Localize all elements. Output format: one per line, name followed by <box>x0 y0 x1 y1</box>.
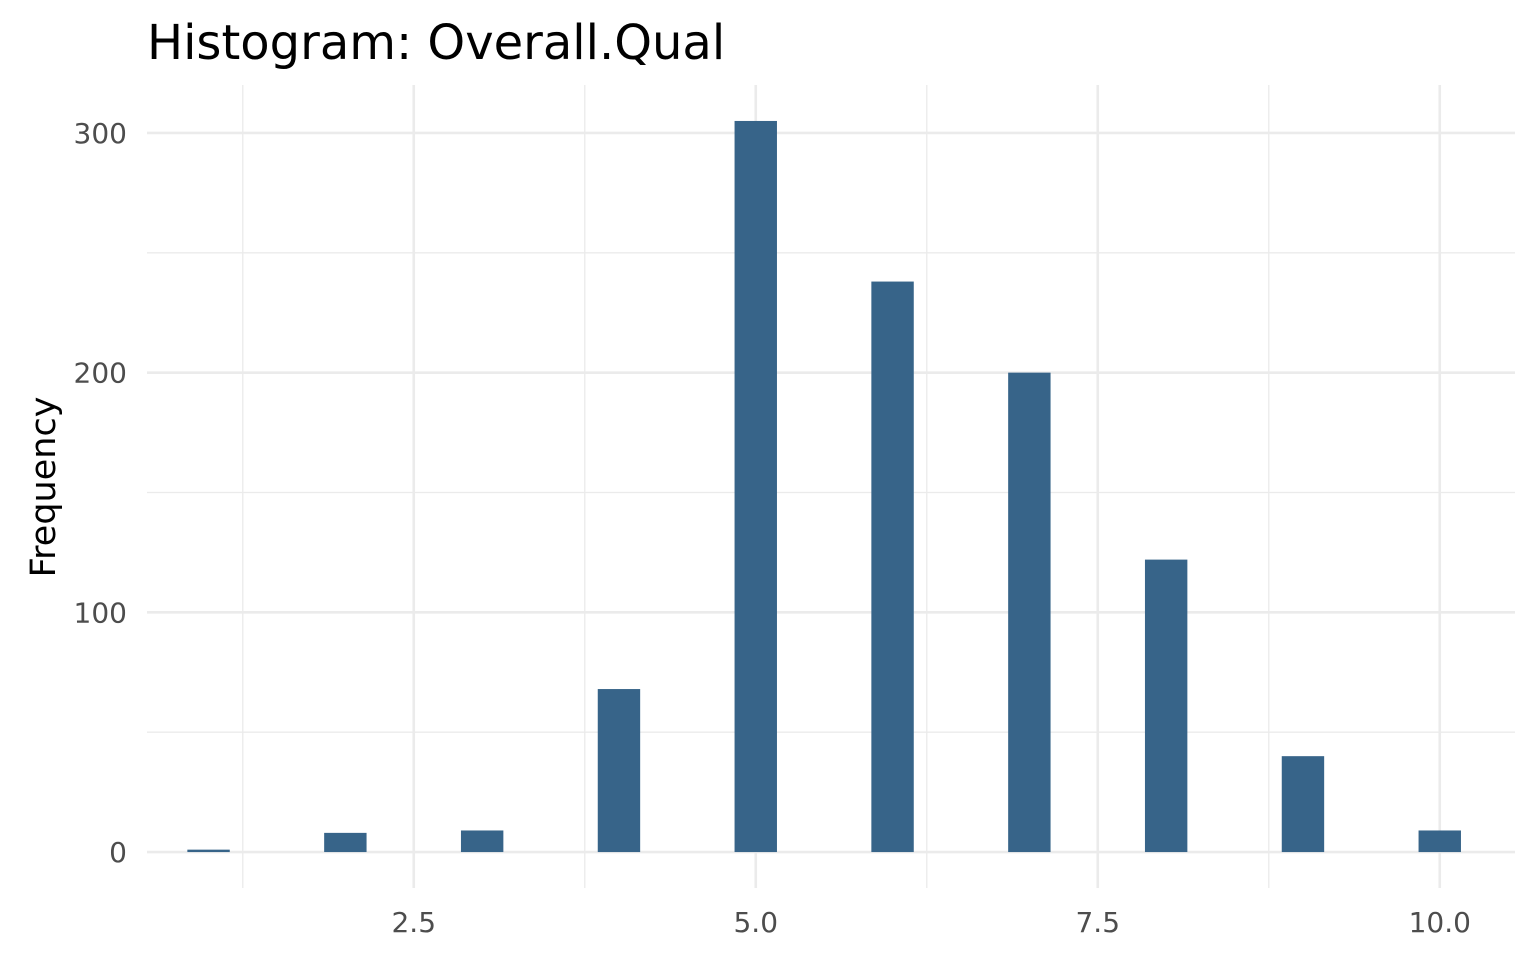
y-axis-title: Frequency <box>24 397 64 578</box>
histogram-bar <box>597 689 641 853</box>
histogram-bar <box>871 281 914 853</box>
histogram-bar <box>1144 559 1188 853</box>
histogram-bar <box>187 849 230 853</box>
histogram-bar <box>1418 830 1461 853</box>
histogram-bar <box>1281 756 1325 853</box>
y-tick-label: 0 <box>109 836 127 869</box>
histogram-bar <box>324 832 367 853</box>
histogram-bar <box>1008 372 1051 853</box>
y-axis-ticks: 0 100 200 300 <box>74 117 127 869</box>
x-tick-label: 5.0 <box>733 906 778 939</box>
x-tick-label: 10.0 <box>1409 906 1471 939</box>
x-tick-label: 7.5 <box>1075 906 1120 939</box>
bars <box>187 120 1461 853</box>
x-tick-label: 2.5 <box>391 906 436 939</box>
y-tick-label: 300 <box>74 117 127 150</box>
y-tick-label: 200 <box>74 357 127 390</box>
histogram-bar <box>734 120 777 853</box>
y-tick-label: 100 <box>74 596 127 629</box>
histogram-bar <box>460 830 504 853</box>
chart-title: Histogram: Overall.Qual <box>147 15 725 71</box>
x-axis-ticks: 2.5 5.0 7.5 10.0 <box>391 906 1470 939</box>
